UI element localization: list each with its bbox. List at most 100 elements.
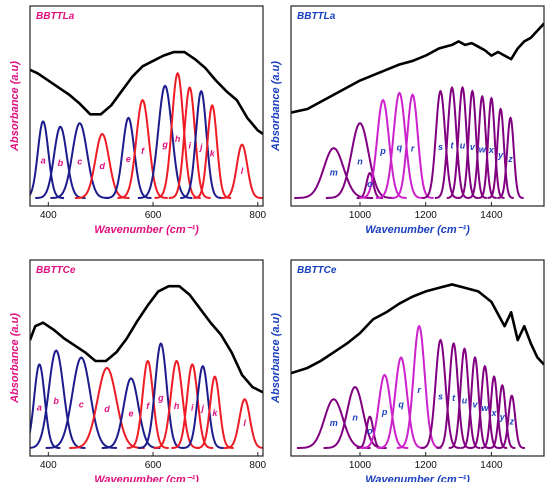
peak-label-a: a bbox=[37, 402, 42, 412]
fitted-peak-h bbox=[154, 71, 201, 199]
peak-label-w: w bbox=[481, 403, 489, 413]
peak-label-v: v bbox=[470, 142, 476, 152]
peak-label-t: t bbox=[452, 393, 456, 403]
peak-label-i: i bbox=[191, 402, 194, 412]
x-axis-label: Wavenumber (cm⁻¹) bbox=[94, 224, 199, 236]
peak-label-n: n bbox=[357, 156, 363, 166]
overall-spectrum-line bbox=[30, 50, 263, 135]
fitted-peak-l bbox=[221, 143, 263, 199]
peak-label-q: q bbox=[398, 399, 404, 409]
fitted-peak-r bbox=[391, 93, 434, 199]
fitted-peak-k bbox=[193, 104, 232, 199]
fitted-peak-a bbox=[30, 363, 61, 449]
x-tick-label: 1200 bbox=[415, 460, 438, 471]
fitted-peak-b bbox=[35, 125, 86, 199]
fitted-peak-r bbox=[396, 324, 442, 449]
overall-spectrum-line bbox=[291, 22, 544, 114]
x-tick-label: 400 bbox=[40, 460, 57, 471]
peak-label-m: m bbox=[330, 168, 338, 178]
x-axis-label: Wavenumber (cm⁻¹) bbox=[365, 224, 470, 236]
panel-title: BBTTLa bbox=[297, 11, 336, 22]
peak-label-x: x bbox=[491, 408, 498, 418]
x-tick-label: 1000 bbox=[349, 460, 372, 471]
spectrum-panel-3: a b c d e fgh i j k l 400 600 800 BBTTCe Wavenumber (c… bbox=[9, 259, 267, 482]
y-axis-label: Absorbance (a.u) bbox=[270, 61, 282, 152]
peak-label-h: h bbox=[174, 401, 180, 411]
fitted-peak-d bbox=[69, 366, 145, 449]
peak-label-m: m bbox=[330, 418, 338, 428]
fitted-peak-n bbox=[323, 386, 387, 449]
peak-label-w: w bbox=[479, 144, 487, 154]
peak-label-k: k bbox=[210, 148, 216, 158]
peak-label-z: z bbox=[507, 154, 513, 164]
spectrum-panel-1: a b c d ef ghi jk l 400 600 800 BBTTLa Wavenumber (c… bbox=[9, 5, 267, 236]
fitted-peak-p bbox=[360, 373, 409, 449]
fitted-peak-f bbox=[117, 98, 168, 199]
plot-frame bbox=[290, 259, 545, 457]
fitted-peak-i bbox=[168, 86, 211, 199]
fitted-peak-k bbox=[195, 375, 234, 449]
fitted-peak-z bbox=[497, 116, 524, 199]
peak-label-l: l bbox=[241, 166, 244, 176]
fitted-peak-j bbox=[180, 89, 223, 199]
fitted-peak-e bbox=[105, 116, 152, 199]
peak-label-c: c bbox=[77, 156, 82, 166]
peak-label-u: u bbox=[462, 395, 468, 405]
fitted-peak-b bbox=[30, 349, 86, 449]
fitted-peak-e bbox=[101, 377, 161, 449]
peak-label-z: z bbox=[509, 417, 515, 427]
peak-label-j: j bbox=[201, 403, 205, 413]
peak-label-o: o bbox=[367, 179, 373, 189]
x-axis-label: Wavenumber (cm⁻¹) bbox=[365, 474, 470, 482]
x-axis-label: Wavenumber (cm⁻¹) bbox=[94, 474, 199, 482]
panel-title: BBTTLa bbox=[36, 11, 75, 22]
plot-frame bbox=[290, 5, 545, 207]
peak-label-x: x bbox=[488, 145, 495, 155]
x-tick-label: 1000 bbox=[349, 210, 372, 221]
peak-label-b: b bbox=[53, 396, 59, 406]
fitted-peak-c bbox=[45, 356, 117, 449]
x-tick-label: 800 bbox=[249, 210, 266, 221]
fitted-peak-y bbox=[489, 383, 516, 449]
peak-label-h: h bbox=[175, 134, 181, 144]
overall-spectrum-line bbox=[291, 283, 544, 375]
y-axis-label: Absorbance (a.u) bbox=[270, 313, 282, 404]
peak-label-y: y bbox=[499, 412, 506, 422]
peak-label-o: o bbox=[367, 426, 373, 436]
peak-label-k: k bbox=[212, 408, 218, 418]
peak-label-c: c bbox=[79, 399, 84, 409]
fitted-peak-i bbox=[171, 363, 214, 449]
fitted-peak-m bbox=[294, 147, 374, 199]
fitted-peak-d bbox=[75, 132, 130, 199]
peak-label-a: a bbox=[41, 156, 46, 166]
peak-label-u: u bbox=[460, 140, 466, 150]
peak-label-e: e bbox=[129, 409, 134, 419]
fitted-peak-z bbox=[498, 394, 525, 449]
peak-label-d: d bbox=[100, 161, 106, 171]
peak-label-r: r bbox=[417, 385, 421, 395]
peak-label-g: g bbox=[161, 140, 168, 150]
fitted-peak-a bbox=[30, 120, 65, 199]
spectrum-panel-2: m n o p q r s t u v w x y z 1000 1200 1400 BBTTLa Wavenumb… bbox=[270, 5, 545, 236]
fitted-peak-h bbox=[153, 359, 200, 449]
peak-label-n: n bbox=[352, 413, 358, 423]
peak-label-j: j bbox=[199, 142, 203, 152]
fitted-peak-l bbox=[223, 398, 263, 449]
peak-label-v: v bbox=[472, 399, 478, 409]
fitted-peak-q bbox=[375, 91, 424, 199]
x-tick-label: 600 bbox=[145, 210, 162, 221]
peak-label-l: l bbox=[243, 418, 246, 428]
fitted-peak-c bbox=[50, 122, 110, 199]
plot-frame bbox=[29, 5, 264, 207]
fitted-peak-y bbox=[487, 107, 514, 199]
x-tick-label: 1200 bbox=[415, 210, 438, 221]
peak-label-d: d bbox=[104, 404, 110, 414]
peak-label-f: f bbox=[146, 401, 150, 411]
peak-label-g: g bbox=[157, 393, 164, 403]
